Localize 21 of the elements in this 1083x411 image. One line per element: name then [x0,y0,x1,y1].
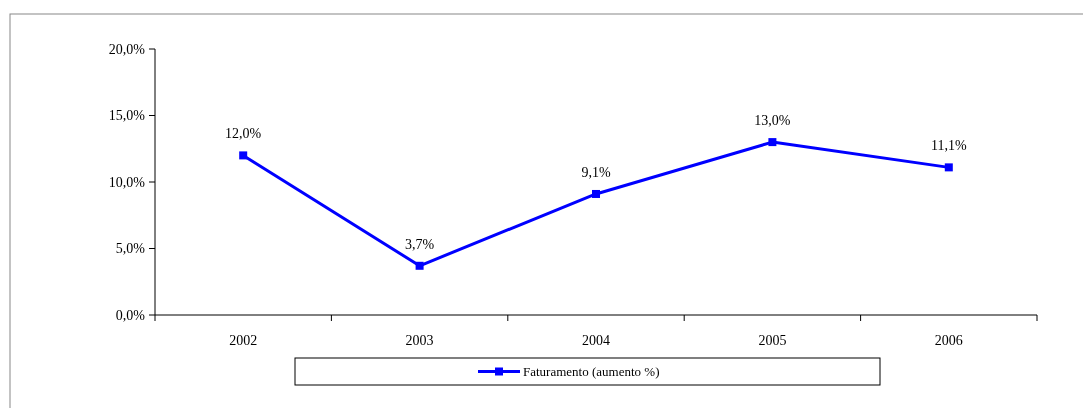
data-label: 3,7% [405,236,435,252]
data-label: 13,0% [754,113,791,129]
point [239,151,248,160]
data-label: 11,1% [930,138,967,154]
point [768,138,777,147]
x-tick-label: 2003 [405,333,434,348]
data-label: 12,0% [225,126,262,142]
y-tick-label: 20,0% [108,41,146,57]
y-tick-label: 10,0% [108,174,146,190]
x-tick-label: 2006 [934,333,963,348]
point [592,189,600,198]
x-tick-label: 2004 [582,333,610,348]
legend-label: Faturamento (aumento %) [523,364,660,380]
point [944,163,953,172]
x-tick-label: 2005 [758,333,787,348]
y-tick-label: 0,0% [115,307,146,323]
point [415,261,424,270]
y-tick-label: 15,0% [108,108,146,124]
y-tick-label: 5,0% [115,241,146,257]
x-tick-label: 2002 [229,333,258,348]
data-label: 9,1% [581,164,611,180]
